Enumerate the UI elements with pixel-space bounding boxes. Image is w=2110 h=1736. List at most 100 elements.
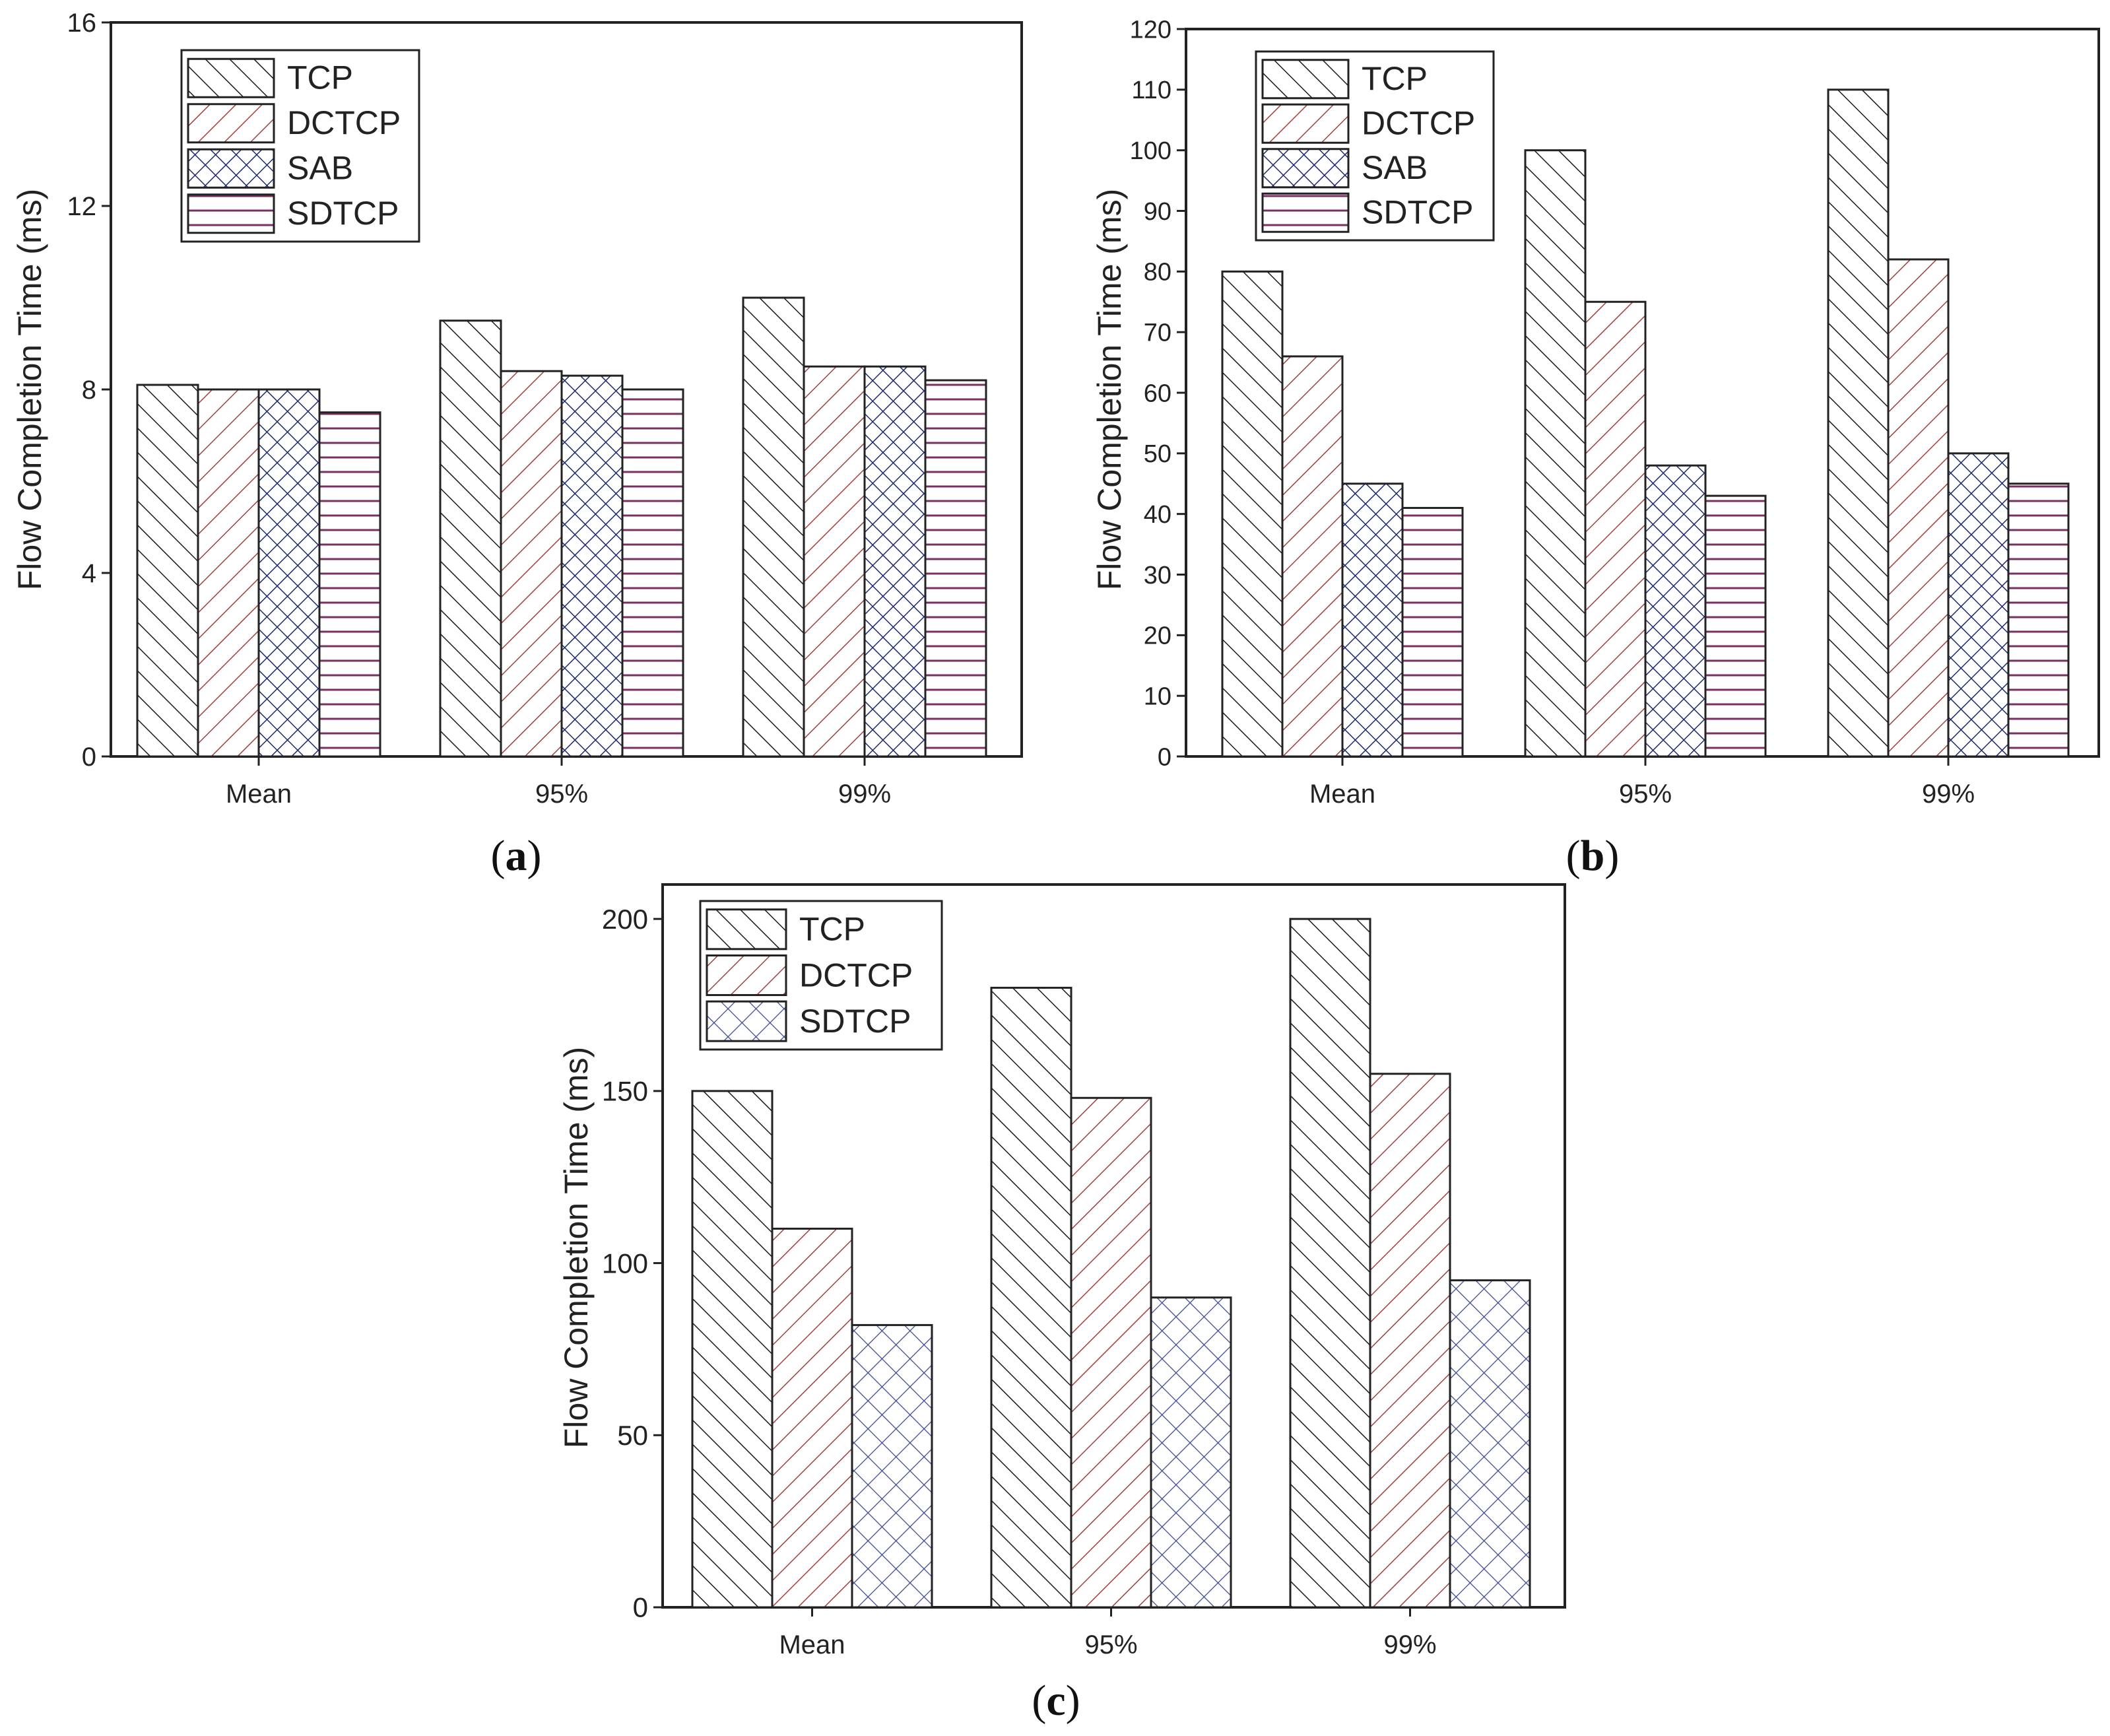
chart-a-legend-label-tcp: TCP — [287, 59, 353, 96]
chart-b-legend-swatch-tcp — [1261, 59, 1350, 100]
chart-c-x-tick-label: 95% — [1084, 1630, 1137, 1659]
chart-a-legend-label-dctcp: DCTCP — [287, 104, 401, 141]
chart-c: 0 50 100 150 200 Mean 95% 99% Flow Completion … — [558, 883, 1566, 1725]
chart-b-y-tick-label: 110 — [1131, 77, 1171, 104]
chart-a-bar-tcp-2 — [742, 296, 805, 758]
chart-a-bar-sab-1 — [560, 374, 624, 758]
chart-a-y-axis-label: Flow Completion Time (ms) — [11, 189, 48, 590]
chart-c-y-axis-label: Flow Completion Time (ms) — [558, 1047, 595, 1448]
chart-a-y-tick-label: 4 — [82, 559, 96, 588]
chart-a-y-ticks: 0 4 8 12 16 — [67, 9, 111, 772]
chart-a-legend-swatch-sab — [187, 148, 275, 189]
chart-c-bar-tcp-0 — [691, 1090, 774, 1609]
chart-b-y-tick-label: 10 — [1144, 683, 1171, 710]
chart-b-caption: (b) — [1566, 832, 1620, 880]
chart-b-y-tick-label: 100 — [1130, 137, 1171, 165]
chart-b-legend-swatch-dctcp — [1261, 103, 1350, 144]
chart-b-bar-dctcp-2 — [1887, 258, 1950, 758]
chart-c-bar-tcp-2 — [1289, 918, 1371, 1609]
chart-a-bar-tcp-1 — [439, 319, 502, 758]
chart-c-y-tick-label: 0 — [633, 1592, 648, 1623]
chart-a-bar-dctcp-2 — [803, 365, 866, 758]
chart-b-y-tick-label: 20 — [1144, 622, 1171, 650]
chart-c-bar-dctcp-0 — [771, 1227, 853, 1609]
chart-c-caption: (c) — [1032, 1677, 1080, 1725]
chart-b-x-tick-label: Mean — [1309, 780, 1375, 809]
chart-b-bar-tcp-1 — [1524, 149, 1587, 758]
chart-c-legend-swatch-tcp — [706, 908, 787, 951]
chart-a-y-tick-label: 16 — [67, 9, 97, 38]
chart-b-legend-swatch-sab — [1261, 148, 1350, 189]
chart-b-y-tick-label: 120 — [1130, 16, 1171, 44]
chart-a-caption: (a) — [491, 832, 542, 880]
chart-c-x-tick-label: Mean — [779, 1630, 845, 1659]
chart-b-legend-label-tcp: TCP — [1362, 60, 1428, 97]
chart-a-bar-sab-0 — [257, 388, 321, 758]
chart-b-x-ticks: Mean 95% 99% — [1309, 756, 1975, 809]
chart-a-legend-swatch-tcp — [187, 57, 275, 98]
chart-c-bar-dctcp-2 — [1369, 1073, 1451, 1609]
chart-a-bar-sdtcp-2 — [924, 379, 987, 758]
chart-c-bar-sdtcp-2 — [1449, 1279, 1531, 1609]
chart-c-legend: TCP DCTCP SDTCP — [699, 900, 943, 1051]
chart-b-y-ticks: 0 10 20 30 40 50 60 70 80 90 100 110 120 — [1130, 16, 1186, 771]
chart-b-marks — [1221, 88, 2070, 758]
chart-b-y-tick-label: 40 — [1144, 501, 1171, 529]
chart-b-x-tick-label: 99% — [1922, 780, 1975, 809]
chart-b-y-tick-label: 30 — [1144, 562, 1171, 589]
chart-a-legend-swatch-dctcp — [187, 103, 275, 144]
chart-b-y-tick-label: 80 — [1144, 259, 1171, 286]
chart-b-legend-label-sab: SAB — [1362, 149, 1428, 186]
chart-a-bar-dctcp-1 — [500, 370, 563, 758]
chart-c-y-ticks: 0 50 100 150 200 — [602, 904, 663, 1623]
chart-c-y-tick-label: 200 — [602, 904, 648, 935]
chart-b-bar-sdtcp-2 — [2007, 483, 2070, 758]
chart-c-x-ticks: Mean 95% 99% — [779, 1607, 1437, 1659]
chart-b-bar-tcp-2 — [1827, 88, 1890, 758]
chart-a-y-tick-label: 0 — [82, 743, 96, 772]
chart-c-y-tick-label: 100 — [602, 1248, 648, 1279]
chart-b-legend-swatch-sdtcp — [1261, 192, 1350, 233]
chart-a-legend-label-sdtcp: SDTCP — [287, 195, 399, 232]
chart-a-bar-sdtcp-0 — [318, 411, 381, 758]
chart-a: 0 4 8 12 16 Mean 95% 99% Flow Completion Time … — [11, 9, 1023, 880]
chart-a-x-tick-label: Mean — [226, 780, 292, 809]
chart-c-bar-dctcp-1 — [1070, 1096, 1152, 1609]
chart-b-y-tick-label: 0 — [1158, 743, 1171, 771]
chart-b-x-tick-label: 95% — [1619, 780, 1672, 809]
chart-a-y-tick-label: 8 — [82, 376, 96, 405]
chart-c-caption-letter: c — [1046, 1677, 1065, 1725]
chart-b-y-tick-label: 90 — [1144, 198, 1171, 226]
chart-b-bar-sdtcp-0 — [1401, 506, 1464, 758]
chart-a-bar-sab-2 — [863, 365, 927, 758]
chart-b-bar-sab-0 — [1341, 483, 1404, 758]
chart-a-legend-swatch-sdtcp — [187, 193, 275, 234]
chart-b-caption-letter: b — [1581, 832, 1605, 880]
chart-c-y-tick-label: 50 — [617, 1420, 648, 1451]
chart-c-legend-swatch-sdtcp — [706, 1000, 787, 1042]
chart-a-bar-tcp-0 — [136, 384, 199, 758]
chart-a-y-tick-label: 12 — [67, 192, 97, 221]
chart-b-legend-label-sdtcp: SDTCP — [1362, 193, 1473, 230]
chart-b-y-axis-label: Flow Completion Time (ms) — [1091, 189, 1128, 590]
chart-a-legend: TCP DCTCP SAB SDTCP — [180, 49, 420, 243]
chart-a-legend-label-sab: SAB — [287, 149, 353, 186]
chart-b-bar-tcp-0 — [1221, 270, 1284, 758]
chart-b-legend-label-dctcp: DCTCP — [1362, 104, 1475, 141]
chart-b-bar-sab-2 — [1947, 452, 2010, 758]
chart-b-bar-dctcp-0 — [1281, 355, 1344, 758]
chart-c-bar-sdtcp-1 — [1150, 1296, 1232, 1609]
chart-b-y-tick-label: 70 — [1144, 319, 1171, 347]
chart-a-marks — [136, 296, 987, 758]
chart-a-x-ticks: Mean 95% 99% — [226, 756, 891, 809]
chart-c-bar-sdtcp-0 — [851, 1323, 933, 1609]
chart-b-y-tick-label: 60 — [1144, 380, 1171, 407]
chart-b-bar-dctcp-1 — [1584, 300, 1647, 758]
chart-b-bar-sdtcp-1 — [1704, 494, 1767, 758]
chart-c-y-tick-label: 150 — [602, 1076, 648, 1107]
chart-a-bar-sdtcp-1 — [621, 388, 684, 758]
chart-c-bar-tcp-1 — [990, 986, 1072, 1609]
chart-c-legend-label-sdtcp: SDTCP — [799, 1003, 911, 1040]
chart-c-legend-swatch-dctcp — [706, 954, 787, 996]
